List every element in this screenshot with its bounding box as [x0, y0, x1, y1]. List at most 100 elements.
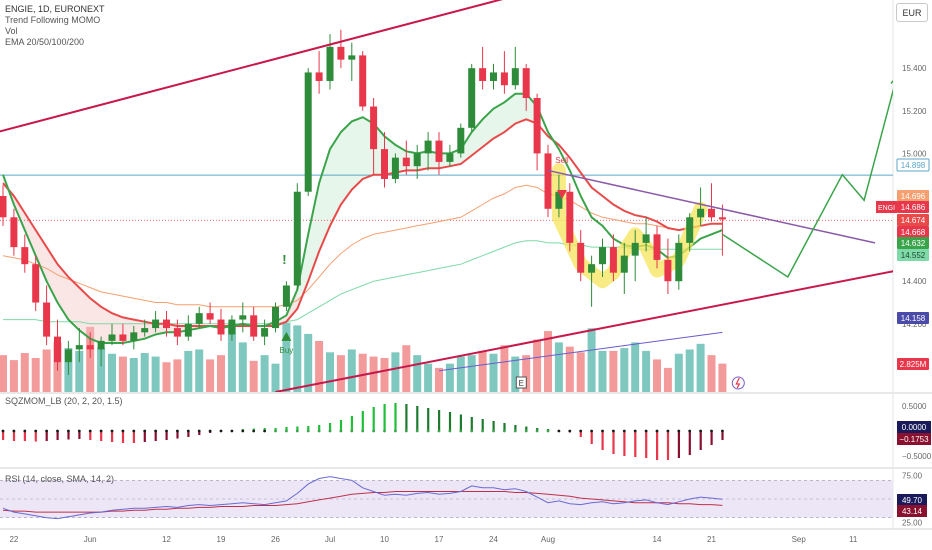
candle	[119, 334, 127, 341]
volume-bar	[413, 355, 422, 392]
sqz-dot	[557, 429, 561, 433]
sqz-bar	[285, 427, 288, 431]
volume-bar	[511, 356, 520, 392]
sqz-dot	[88, 429, 92, 433]
indicator-trend-following[interactable]: Trend Following MOMO	[5, 15, 101, 25]
sqz-bar	[634, 431, 637, 457]
volume-bar	[140, 353, 149, 392]
price-label	[896, 158, 930, 172]
currency-button[interactable]: EUR	[896, 3, 928, 22]
candle	[446, 153, 454, 162]
volume-bar	[336, 355, 345, 392]
candle	[75, 345, 83, 350]
candle	[0, 196, 7, 218]
candle	[566, 191, 574, 243]
sqz-dot	[1, 429, 5, 433]
candle	[697, 208, 705, 218]
sqz-bar	[612, 431, 615, 454]
candle	[620, 255, 628, 273]
sqz-value-label	[897, 421, 931, 433]
candle	[381, 149, 388, 179]
candle	[435, 140, 443, 162]
sqz-dot	[45, 429, 48, 433]
sqz-dot	[23, 429, 27, 433]
sqz-dot	[186, 429, 190, 433]
candle	[315, 72, 323, 81]
alert-mark: !	[282, 252, 286, 267]
rsi-signal-line	[2, 491, 723, 513]
sqz-bar	[263, 428, 266, 431]
lightning-icon	[731, 376, 745, 390]
volume-bar	[315, 340, 324, 392]
candle	[130, 332, 138, 341]
candle	[413, 153, 421, 167]
date-tick-label: 24	[489, 535, 498, 544]
sqz-dot	[197, 429, 201, 433]
candle	[609, 247, 617, 273]
sqz-dot	[252, 429, 256, 433]
rsi-tick-label: 25.00	[902, 518, 923, 527]
sqz-dot	[415, 429, 419, 433]
volume-bar	[151, 356, 160, 392]
volume-bar	[260, 355, 269, 392]
volume-bar	[391, 352, 400, 392]
candle	[64, 349, 72, 363]
candle	[718, 217, 726, 220]
sqz-dot	[56, 429, 59, 433]
price-tick-label: 14.200	[902, 320, 927, 329]
price-label	[897, 237, 929, 249]
volume-bar	[424, 363, 433, 392]
indicator-ema[interactable]: EMA 20/50/100/200	[5, 37, 85, 47]
sqz-dot	[372, 429, 375, 433]
sqz-bar	[427, 408, 430, 431]
sqz-dot	[655, 429, 659, 433]
rsi-legend[interactable]: RSI (14, close, SMA, 14, 2)	[5, 474, 115, 484]
price-label	[897, 358, 929, 370]
candle	[250, 315, 258, 337]
sell-label: Sell	[555, 156, 569, 165]
volume-bar	[304, 333, 313, 392]
volume-bar	[467, 355, 476, 392]
earnings-marker	[515, 376, 527, 389]
symbol-tag-text: ENGI	[878, 205, 895, 212]
volume-bar	[522, 355, 531, 392]
symbol-title[interactable]: ENGIE, 1D, EURONEXT	[5, 4, 105, 14]
sqz-bar	[481, 419, 484, 431]
sqz-bar	[623, 431, 626, 456]
sqz-bar	[176, 431, 179, 439]
volume-bar	[620, 348, 629, 392]
volume-bar	[609, 350, 618, 392]
candle	[337, 46, 345, 60]
date-tick-label: Sep	[792, 535, 807, 544]
sqz-dot	[34, 429, 38, 433]
candle	[708, 208, 715, 218]
sqz-value-text: −0.1753	[899, 435, 929, 444]
sqz-dot	[568, 429, 572, 433]
indicator-vol[interactable]: Vol	[5, 26, 18, 36]
candle	[228, 319, 236, 335]
sqz-dot	[306, 429, 310, 433]
sqz-dot	[230, 429, 234, 433]
ma-long-line	[438, 331, 723, 372]
candle	[304, 72, 312, 192]
volume-bar	[293, 325, 302, 392]
buy-label: Buy	[280, 346, 294, 355]
volume-bar	[533, 339, 542, 392]
sqz-dot	[383, 429, 386, 433]
sqz-tick-label: −0.5000	[902, 452, 932, 461]
date-tick-label: 10	[380, 535, 389, 544]
price-tick-label: 15.000	[902, 149, 927, 158]
sqz-bar	[12, 431, 16, 441]
candle	[10, 217, 18, 248]
sqz-bar	[536, 428, 539, 431]
sqz-bar	[590, 431, 593, 444]
sqz-bar	[45, 431, 48, 441]
ema-slow-line	[2, 118, 723, 327]
sqz-bar	[296, 426, 299, 431]
sqz-bar	[438, 410, 441, 431]
date-tick-label: 11	[849, 535, 858, 544]
sqzmom-legend[interactable]: SQZMOM_LB (20, 2, 20, 1.5)	[5, 396, 123, 406]
sqz-bar	[470, 417, 473, 431]
sqz-bar	[56, 431, 59, 440]
